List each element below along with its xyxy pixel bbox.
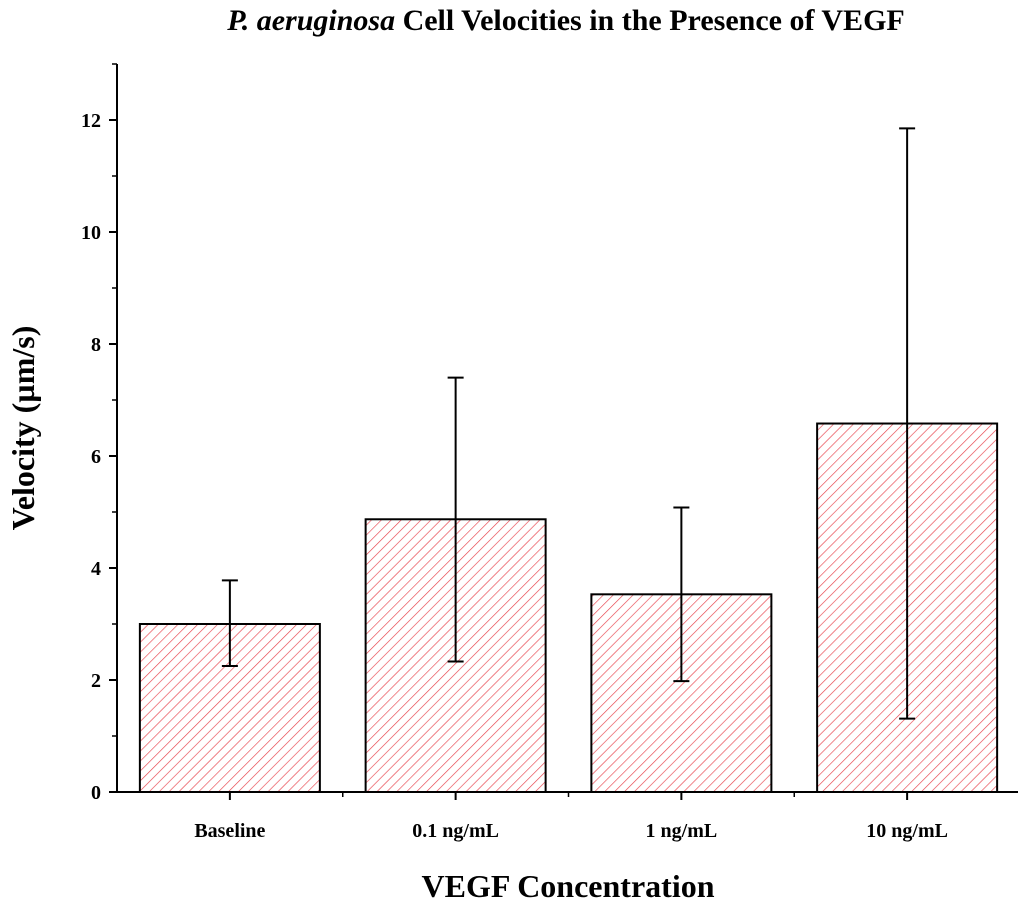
plot-area: 0 2 4 6 8 10 12 Baseline 0.1 ng/mL 1 ng/mL 10 ng/m… (81, 63, 1018, 842)
y-tick-label: 6 (91, 446, 101, 468)
x-tick-label: 10 ng/mL (866, 820, 948, 842)
x-tick-label: 1 ng/mL (646, 820, 718, 842)
x-tick-label: 0.1 ng/mL (412, 820, 499, 842)
y-tick-label: 2 (91, 670, 101, 692)
chart-title-rest: Cell Velocities in the Presence of VEGF (395, 4, 905, 37)
y-tick-label: 0 (91, 782, 101, 804)
y-axis-title: Velocity (µm/s) (5, 326, 41, 531)
y-tick-label: 8 (91, 334, 101, 356)
chart-title: P. aeruginosa Cell Velocities in the Pre… (226, 4, 904, 37)
x-tick-label: Baseline (194, 820, 265, 842)
y-tick-label: 10 (81, 222, 101, 244)
chart-title-italic: P. aeruginosa (226, 4, 395, 37)
x-axis-title: VEGF Concentration (421, 868, 714, 903)
y-tick-label: 12 (81, 110, 101, 132)
y-tick-label: 4 (91, 558, 101, 580)
